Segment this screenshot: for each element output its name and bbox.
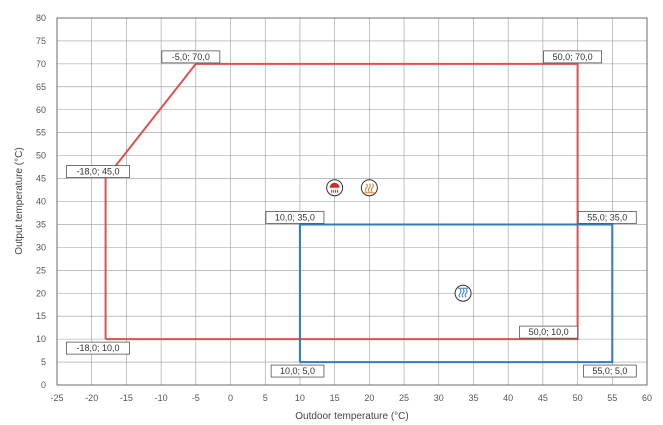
annotation-label: -18,0; 10,0 (76, 343, 119, 353)
x-tick-label: 45 (538, 393, 548, 403)
annotation-label: 50,0; 10,0 (529, 327, 569, 337)
x-tick-label: -20 (85, 393, 98, 403)
annotation-box (65, 341, 130, 355)
annotation-box (519, 325, 578, 339)
x-tick-label: -5 (192, 393, 200, 403)
x-tick-label: 30 (434, 393, 444, 403)
annotation-box (265, 211, 325, 224)
y-tick-label: 65 (36, 82, 46, 92)
x-tick-label: -15 (120, 393, 133, 403)
point-annotation: 50,0; 10,0 (519, 325, 578, 339)
annotation-box (161, 50, 221, 64)
x-tick-label: 55 (607, 393, 617, 403)
x-tick-label: 35 (468, 393, 478, 403)
x-tick-label: 15 (330, 393, 340, 403)
x-tick-label: 5 (263, 393, 268, 403)
annotation-box (543, 50, 602, 64)
plot-frame (56, 17, 648, 386)
y-tick-label: 25 (36, 265, 46, 275)
point-annotation: 55,0; 5,0 (583, 364, 637, 378)
point-annotation: -18,0; 45,0 (65, 165, 130, 178)
y-tick-label: 35 (36, 219, 46, 229)
series-line-1 (104, 62, 579, 341)
heating-icon (360, 179, 378, 197)
annotations: -5,0; 70,0 50,0; 70,0 -18,0; 45,0 10,0; 35,… (65, 50, 637, 378)
x-tick-label: 40 (503, 393, 513, 403)
annotation-label: 50,0; 70,0 (553, 52, 593, 62)
x-tick-label: 10 (295, 393, 305, 403)
y-tick-label: 75 (36, 36, 46, 46)
x-tick-label: 60 (642, 393, 652, 403)
y-tick-label: 20 (36, 288, 46, 298)
y-tick-label: 50 (36, 151, 46, 161)
x-tick-label: 0 (228, 393, 233, 403)
shower-icon (326, 179, 344, 197)
annotation-label: 10,0; 35,0 (275, 212, 315, 222)
series-line-2 (298, 223, 614, 364)
point-annotation: -18,0; 10,0 (65, 341, 130, 355)
icons (326, 179, 472, 302)
x-axis-label: Outdoor temperature (°C) (295, 411, 409, 422)
x-axis-ticks: -25 -20 -15 -10 -5 0 5 10 15 20 25 30 35 40 45 50 55 60 (50, 393, 652, 403)
y-tick-label: 60 (36, 105, 46, 115)
annotation-label: 10,0; 5,0 (280, 366, 315, 376)
y-axis-ticks: 0 5 10 15 20 25 30 35 40 45 50 55 60 65 70 75 80 (36, 13, 46, 390)
annotation-label: 55,0; 5,0 (592, 366, 627, 376)
x-tick-label: -10 (155, 393, 168, 403)
y-tick-label: 55 (36, 128, 46, 138)
annotation-label: -18,0; 45,0 (76, 167, 119, 177)
y-axis-label: Output temperature (°C) (14, 147, 25, 254)
point-annotation: -5,0; 70,0 (161, 50, 221, 64)
y-tick-label: 10 (36, 334, 46, 344)
series-layer (104, 62, 614, 364)
point-annotation: 10,0; 35,0 (265, 211, 325, 224)
point-annotation: 55,0; 35,0 (577, 211, 637, 224)
y-tick-label: 0 (41, 380, 46, 390)
annotation-box (65, 165, 130, 178)
annotation-box (577, 211, 637, 224)
point-annotation: 10,0; 5,0 (270, 364, 325, 378)
y-tick-label: 40 (36, 197, 46, 207)
y-tick-label: 45 (36, 174, 46, 184)
annotation-label: 55,0; 35,0 (587, 212, 627, 222)
x-tick-label: 50 (573, 393, 583, 403)
y-tick-label: 5 (41, 357, 46, 367)
x-tick-label: 20 (364, 393, 374, 403)
annotation-box (270, 364, 325, 378)
annotation-label: -5,0; 70,0 (172, 52, 210, 62)
x-tick-label: 25 (399, 393, 409, 403)
annotation-box (583, 364, 637, 378)
x-tick-label: -25 (50, 393, 63, 403)
y-tick-label: 80 (36, 13, 46, 23)
y-tick-label: 70 (36, 59, 46, 69)
y-tick-label: 15 (36, 311, 46, 321)
point-annotation: 50,0; 70,0 (543, 50, 602, 64)
y-tick-label: 30 (36, 242, 46, 252)
grid (56, 17, 648, 386)
cooling-icon (454, 284, 472, 302)
